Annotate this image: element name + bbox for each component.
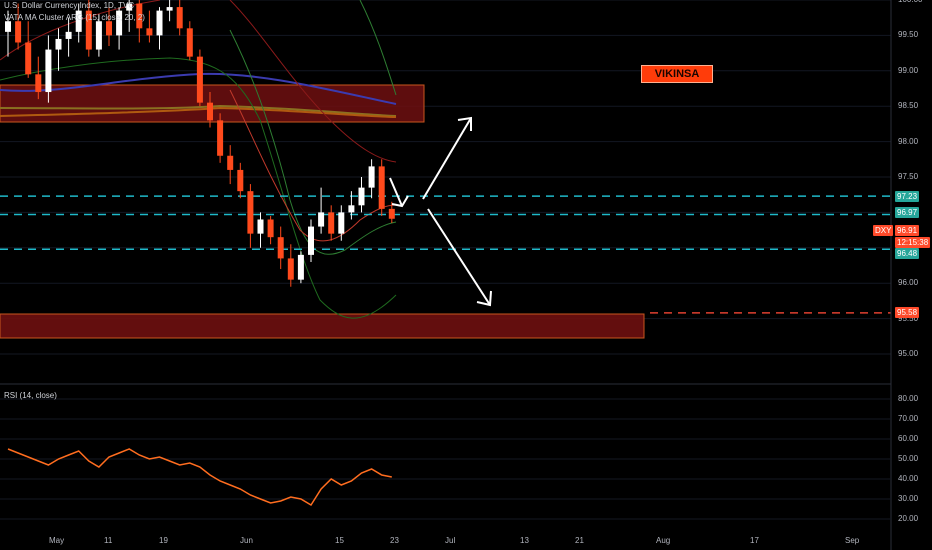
price-tick: 98.00 [898, 136, 919, 146]
price-tick: 100.00 [898, 0, 922, 4]
last-price-tag: 96.91 [895, 225, 920, 237]
supply-demand-zones [0, 84, 645, 339]
candle-body [116, 10, 123, 36]
price-tick: 95.50 [898, 313, 919, 323]
ma-green-upper [359, 0, 397, 96]
symbol-title: U.S. Dollar Currency Index, 1D, TVC [4, 1, 135, 10]
date-tick: Aug [656, 536, 671, 545]
date-tick: Jun [240, 536, 253, 545]
candle-body [388, 208, 395, 219]
arrow-down-head [476, 290, 492, 307]
projection-arrows [389, 116, 492, 307]
price-tick: 97.50 [898, 172, 919, 181]
candle-body [348, 205, 355, 213]
date-tick: 19 [159, 536, 168, 545]
candle-body [217, 120, 224, 156]
candle-body [338, 212, 345, 234]
candle-body [378, 166, 385, 209]
candle-body [207, 102, 213, 121]
horizontal-levels [0, 195, 891, 314]
moving-averages [0, 0, 397, 319]
rsi-pane [0, 398, 891, 520]
bb-lower [0, 57, 397, 319]
candle-body [368, 166, 375, 188]
date-tick: 23 [390, 536, 399, 545]
candle-body [308, 226, 314, 255]
price-tag-96-97: 96.97 [895, 207, 920, 219]
candle-body [297, 254, 304, 280]
candle-body [75, 10, 82, 32]
candle-body [196, 56, 203, 103]
date-tick: Jul [445, 536, 456, 545]
price-tag-95-58: 95.58 [895, 307, 920, 319]
candle-body [126, 3, 133, 11]
candle-body [166, 7, 173, 11]
price-tick: 95.00 [898, 349, 919, 358]
candle-body [55, 38, 62, 50]
date-tick: May [49, 536, 65, 545]
arrow-up-shaft [422, 117, 472, 200]
candle-body [277, 237, 284, 259]
rsi-tick: 50.00 [898, 454, 919, 463]
candle-body [328, 212, 335, 234]
price-tick: 99.00 [898, 65, 919, 75]
candle-body [287, 258, 294, 280]
rsi-tick: 80.00 [898, 394, 919, 403]
price-tag-97-23: 97.23 [895, 190, 920, 202]
candle-body [176, 7, 183, 29]
ma-green-fast [229, 29, 397, 255]
price-tick: 96.00 [898, 278, 919, 288]
price-tick: 98.50 [898, 101, 919, 111]
candles [5, 0, 395, 287]
candle-body [5, 21, 11, 32]
date-tick: 17 [750, 536, 759, 545]
arrow-small-down-head [391, 195, 409, 208]
date-tick: 21 [575, 536, 584, 545]
date-tick: 11 [104, 536, 113, 545]
candle-body [247, 191, 254, 234]
candle-body [156, 10, 163, 36]
candle-body [25, 42, 32, 75]
author-watermark: VIKINSA [641, 65, 713, 83]
candle-body [35, 74, 42, 93]
countdown-tag: 12:15:38 [895, 237, 931, 249]
rsi-tick: 30.00 [898, 494, 919, 503]
candle-body [318, 212, 325, 227]
candle-body [267, 219, 274, 238]
rsi-tick: 40.00 [898, 474, 919, 483]
rsi-line [7, 448, 392, 507]
candle-body [45, 49, 52, 93]
date-tick: 13 [520, 536, 529, 545]
candle-body [358, 187, 365, 206]
date-tick: Sep [845, 536, 860, 545]
candle-body [15, 21, 22, 43]
candle-body [136, 3, 143, 29]
candle-body [237, 169, 244, 192]
candle-body [227, 155, 234, 170]
symbol-tag: DXY [873, 225, 894, 237]
rsi-title: RSI (14, close) [4, 391, 57, 400]
candle-body [65, 31, 72, 39]
rsi-tick: 70.00 [898, 414, 919, 423]
date-tick: 15 [335, 536, 344, 545]
indicator-title: VATA MA Cluster ARG (15, close, 20, 2) [4, 13, 145, 22]
rsi-tick: 20.00 [898, 514, 919, 523]
candle-body [257, 219, 264, 234]
gridlines [0, 0, 891, 355]
candle-body [106, 21, 112, 36]
arrow-down-shaft [427, 208, 491, 306]
support-zone [0, 313, 645, 339]
arrow-up-head [457, 116, 472, 131]
candle-body [95, 21, 102, 50]
candle-body [146, 28, 153, 36]
candle-body [85, 10, 92, 50]
ma-olive [0, 104, 397, 117]
ma-orange [0, 106, 397, 118]
rsi-tick: 60.00 [898, 434, 919, 443]
candle-body [186, 28, 193, 57]
price-tick: 99.50 [898, 30, 919, 40]
price-tag-96-48: 96.48 [895, 247, 920, 259]
arrow-small-down [389, 177, 403, 207]
